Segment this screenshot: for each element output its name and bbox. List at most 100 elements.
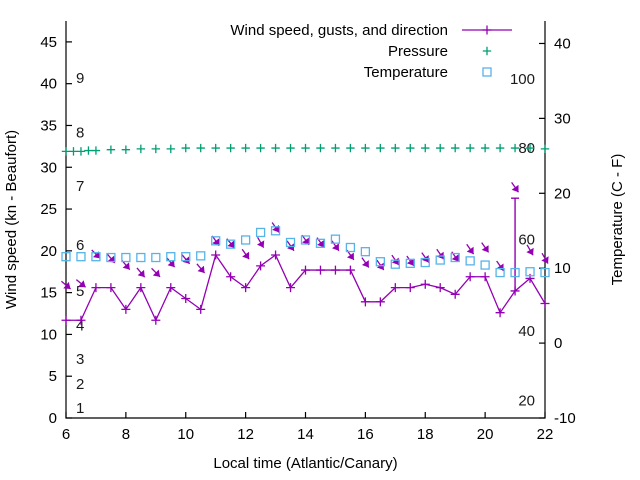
y2-axis-tick-label: 40 [554, 35, 571, 52]
wind-direction-arrow [211, 235, 220, 247]
wind-direction-arrow [241, 248, 250, 260]
data-point-marker [271, 143, 280, 153]
wind-direction-arrow [91, 249, 101, 259]
data-point-marker [181, 252, 191, 262]
beaufort-scale-label: 5 [76, 283, 84, 300]
beaufort-scale-label: 9 [76, 70, 84, 87]
data-point-marker [390, 283, 400, 293]
y2-axis-tick-label: 20 [554, 185, 571, 202]
wind-direction-arrow [331, 240, 340, 252]
data-point-marker [91, 146, 101, 155]
data-point-marker [181, 293, 191, 303]
x-axis-tick-label: 12 [237, 426, 254, 443]
data-point-marker [181, 143, 190, 153]
data-point-marker [450, 252, 460, 263]
y-axis-tick-label: 40 [40, 76, 57, 93]
data-point-marker [151, 315, 161, 325]
data-point-marker [465, 256, 475, 266]
y2-axis-tick-label: -10 [554, 410, 576, 427]
data-point-marker [196, 143, 205, 153]
data-point-marker [136, 283, 146, 293]
wind-direction-arrow [361, 257, 370, 268]
data-point-marker [480, 272, 490, 282]
beaufort-scale-label: 4 [76, 317, 84, 334]
data-point-marker [525, 267, 535, 277]
wind-direction-arrow [271, 222, 280, 233]
data-point-marker [435, 283, 445, 293]
data-point-marker [482, 46, 492, 56]
y-axis-tick-label: 30 [40, 159, 57, 176]
wind-direction-arrow [301, 234, 310, 246]
data-point-marker [315, 238, 326, 248]
data-point-marker [121, 304, 131, 314]
data-point-marker [315, 265, 325, 275]
data-point-marker [375, 257, 385, 267]
data-point-marker [465, 143, 475, 153]
plot-frame [65, 21, 546, 419]
y2-axis-title: Temperature (C - F) [609, 154, 626, 286]
data-point-marker [301, 143, 310, 153]
fahrenheit-scale-label: 20 [518, 393, 535, 410]
fahrenheit-scale-label: 60 [518, 231, 535, 248]
data-point-marker [166, 252, 176, 262]
wind-direction-arrow [466, 243, 475, 255]
wind-direction-arrow [136, 267, 146, 278]
data-point-marker [211, 250, 221, 260]
data-point-marker [166, 283, 176, 293]
data-point-marker [421, 143, 430, 153]
wind-direction-arrow [151, 267, 161, 278]
data-point-marker [226, 272, 236, 282]
wind-direction-arrow [166, 257, 176, 268]
wind-direction-arrow [376, 259, 385, 271]
data-point-marker [211, 143, 220, 153]
data-point-marker [376, 143, 385, 153]
data-point-marker [375, 297, 385, 307]
data-point-marker [84, 146, 93, 155]
data-point-marker [330, 234, 341, 244]
data-point-marker [345, 242, 356, 253]
data-point-marker [226, 143, 235, 153]
wind-direction-arrow [256, 236, 265, 249]
wind-direction-arrow [481, 242, 490, 253]
x-axis-tick-label: 20 [477, 426, 494, 443]
data-point-marker [465, 272, 475, 282]
data-point-marker [256, 261, 266, 271]
data-point-marker [480, 260, 490, 270]
data-point-marker [450, 143, 460, 153]
data-point-marker [61, 252, 71, 262]
data-point-marker [76, 315, 86, 325]
x-axis-tick-label: 16 [357, 426, 374, 443]
data-point-marker [525, 143, 535, 153]
data-point-marker [196, 304, 206, 314]
y-axis-tick-label: 20 [40, 243, 57, 260]
data-point-marker [106, 145, 116, 154]
fahrenheit-scale-label: 40 [518, 323, 535, 340]
data-point-marker [226, 239, 236, 249]
data-point-marker [331, 143, 340, 153]
x-axis-tick-label: 22 [537, 426, 554, 443]
y-axis-title: Wind speed (kn - Beaufort) [3, 130, 20, 309]
legend-label-3: Temperature [364, 64, 448, 81]
y-axis-tick-label: 0 [49, 410, 57, 427]
x-axis-title: Local time (Atlantic/Canary) [213, 455, 397, 472]
y2-axis-tick-label: 10 [554, 260, 571, 277]
data-point-marker [510, 267, 520, 278]
data-point-marker [420, 279, 430, 289]
y-axis-tick-label: 35 [40, 117, 57, 134]
beaufort-scale-label: 6 [76, 237, 84, 254]
fahrenheit-scale-label: 100 [510, 71, 535, 88]
wind-direction-arrow [421, 252, 430, 263]
data-point-marker [270, 226, 281, 236]
data-point-marker [405, 258, 415, 269]
beaufort-scale-label: 1 [76, 400, 84, 417]
wind-direction-arrow [526, 244, 534, 256]
wind-direction-arrow [436, 248, 445, 260]
data-point-marker [196, 251, 206, 261]
x-axis-tick-label: 6 [62, 426, 70, 443]
y-axis-tick-label: 45 [40, 34, 57, 51]
data-point-marker [361, 143, 370, 153]
data-point-marker [136, 252, 146, 263]
wind-direction-arrow [196, 263, 206, 274]
